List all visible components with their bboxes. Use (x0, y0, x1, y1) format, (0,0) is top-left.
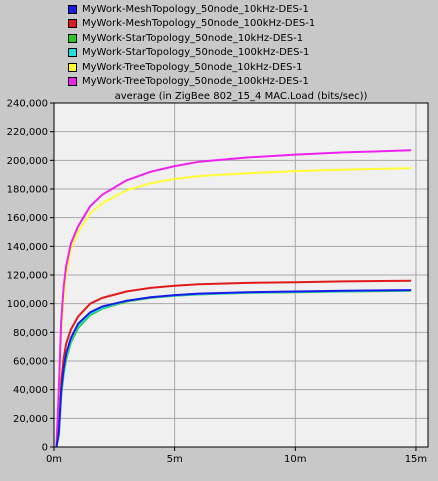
y-tick-label: 220,000 (7, 127, 48, 138)
plot-frame (53, 102, 429, 448)
y-tick-label: 100,000 (7, 299, 48, 310)
y-tick-label: 180,000 (7, 185, 48, 196)
legend-swatch (68, 77, 77, 87)
legend-label: MyWork-StarTopology_50node_100kHz-DES-1 (82, 47, 310, 59)
chart-title: average (in ZigBee 802_15_4 MAC.Load (bi… (115, 91, 368, 102)
legend-item: MyWork-MeshTopology_50node_10kHz-DES-1 (68, 2, 315, 17)
y-tick-label: 0 (42, 443, 48, 454)
y-tick-label: 140,000 (7, 242, 48, 253)
legend-item: MyWork-TreeTopology_50node_100kHz-DES-1 (68, 75, 315, 90)
x-tick-label: 15m (405, 454, 427, 465)
legend-swatch (68, 48, 77, 58)
legend-label: MyWork-TreeTopology_50node_100kHz-DES-1 (82, 76, 309, 88)
x-tick-label: 10m (284, 454, 306, 465)
legend-item: MyWork-StarTopology_50node_100kHz-DES-1 (68, 46, 315, 61)
y-tick-label: 60,000 (13, 357, 48, 368)
y-tick-label: 40,000 (13, 385, 48, 396)
legend-item: MyWork-MeshTopology_50node_100kHz-DES-1 (68, 17, 315, 32)
series-line (55, 289, 412, 448)
legend-label: MyWork-StarTopology_50node_10kHz-DES-1 (82, 32, 304, 44)
y-tick-label: 80,000 (13, 328, 48, 339)
series-line (55, 149, 412, 448)
y-tick-label: 160,000 (7, 213, 48, 224)
legend-swatch (68, 4, 77, 14)
legend-item: MyWork-TreeTopology_50node_10kHz-DES-1 (68, 60, 315, 75)
series-line (55, 279, 412, 448)
y-tick-label: 120,000 (7, 271, 48, 282)
legend-swatch (68, 62, 77, 72)
legend-swatch (68, 33, 77, 43)
y-tick-label: 240,000 (7, 99, 48, 110)
chart-legend: MyWork-MeshTopology_50node_10kHz-DES-1 My… (68, 2, 315, 89)
legend-label: MyWork-MeshTopology_50node_100kHz-DES-1 (82, 18, 316, 30)
y-tick-label: 20,000 (13, 414, 48, 425)
x-tick-label: 0m (46, 454, 62, 465)
x-tick-label: 5m (167, 454, 183, 465)
y-tick-label: 200,000 (7, 156, 48, 167)
legend-item: MyWork-StarTopology_50node_10kHz-DES-1 (68, 31, 315, 46)
legend-swatch (68, 19, 77, 29)
legend-label: MyWork-MeshTopology_50node_10kHz-DES-1 (82, 3, 309, 15)
legend-label: MyWork-TreeTopology_50node_10kHz-DES-1 (82, 61, 303, 73)
